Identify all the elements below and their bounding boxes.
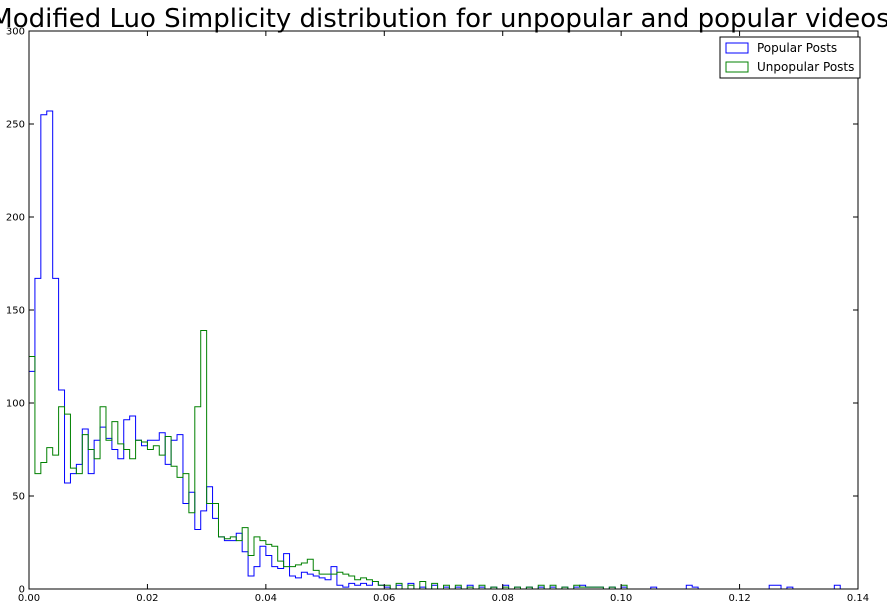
y-tick-label: 100 bbox=[6, 399, 25, 410]
chart-title: Modified Luo Simplicity distribution for… bbox=[0, 4, 887, 34]
y-tick-label: 200 bbox=[6, 213, 25, 224]
x-tick-label: 0.02 bbox=[136, 593, 158, 604]
x-tick-label: 0.14 bbox=[847, 593, 869, 604]
legend-swatch-unpopular bbox=[725, 61, 749, 73]
legend-box bbox=[719, 36, 861, 79]
y-tick-label: 150 bbox=[6, 306, 25, 317]
legend: Popular Posts Unpopular Posts bbox=[719, 36, 861, 79]
y-tick-label: 250 bbox=[6, 120, 25, 131]
y-tick-label: 300 bbox=[6, 27, 25, 38]
x-tick-label: 0.12 bbox=[728, 593, 750, 604]
x-tick-label: 0.06 bbox=[373, 593, 395, 604]
x-tick-label: 0.08 bbox=[492, 593, 514, 604]
legend-label-unpopular: Unpopular Posts bbox=[757, 60, 854, 74]
x-tick-label: 0.10 bbox=[610, 593, 632, 604]
y-tick-label: 50 bbox=[12, 492, 25, 503]
x-tick-label: 0.04 bbox=[255, 593, 277, 604]
legend-label-popular: Popular Posts bbox=[757, 41, 837, 55]
plot-area: 0.00 0.02 0.04 0.06 0.08 0.10 0.12 0.14 0 50 100 15… bbox=[6, 27, 869, 605]
x-tick-label: 0.00 bbox=[18, 593, 40, 604]
y-tick-label: 0 bbox=[19, 585, 25, 596]
legend-swatch-popular bbox=[725, 42, 749, 54]
series-popular-outline bbox=[28, 110, 841, 590]
series-unpopular-outline bbox=[28, 329, 633, 590]
plot-frame bbox=[28, 30, 859, 590]
